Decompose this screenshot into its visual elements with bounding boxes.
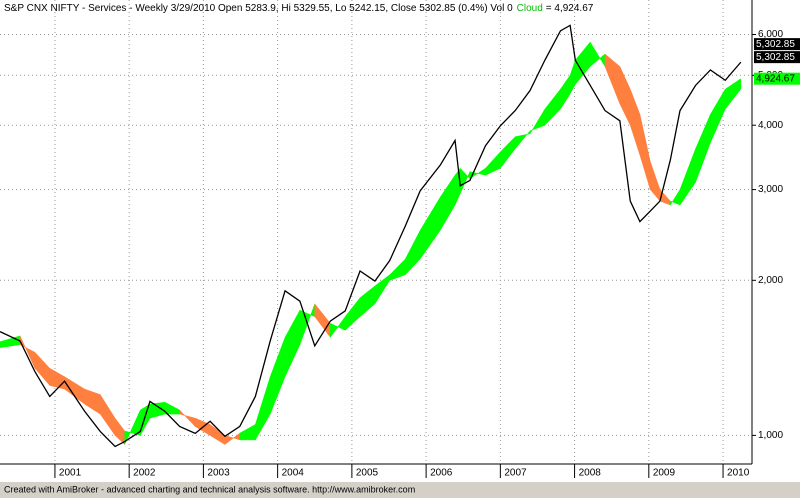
cloud-legend-value: = 4,924.67 — [546, 3, 594, 14]
cloud-legend-name: Cloud — [517, 3, 543, 14]
y-tick-label: 6,000 — [758, 29, 783, 40]
x-tick-label: 2001 — [59, 468, 82, 479]
close-label-box — [754, 38, 800, 51]
x-tick-label: 2010 — [727, 468, 750, 479]
footer: Created with AmiBroker - advanced charti… — [4, 484, 415, 494]
close-label: 5,302.85 — [756, 39, 795, 50]
y-tick-label: 4,000 — [758, 120, 783, 131]
price-line — [0, 24, 742, 448]
x-tick-label: 2005 — [356, 468, 379, 479]
title-text: S&P CNX NIFTY - Services - Weekly 3/29/2… — [4, 3, 513, 14]
x-tick-label: 2006 — [430, 468, 453, 479]
y-tick-label: 3,000 — [758, 184, 783, 195]
cloud-label-box — [754, 72, 800, 85]
close-label-box — [754, 51, 800, 64]
x-tick-label: 2008 — [579, 468, 602, 479]
y-tick-label: 1,000 — [758, 430, 783, 441]
x-tick-label: 2003 — [207, 468, 230, 479]
chart-title: S&P CNX NIFTY - Services - Weekly 3/29/2… — [4, 3, 594, 14]
close-label: 5,302.85 — [756, 52, 795, 63]
cloud-label: 4,924.67 — [756, 73, 795, 84]
x-tick-label: 2007 — [504, 468, 527, 479]
y-tick-label: 2,000 — [758, 275, 783, 286]
footer-bar — [0, 482, 800, 498]
x-tick-label: 2002 — [133, 468, 156, 479]
cloud-segment — [725, 78, 742, 110]
x-tick-label: 2004 — [282, 468, 305, 479]
x-tick-label: 2009 — [653, 468, 676, 479]
